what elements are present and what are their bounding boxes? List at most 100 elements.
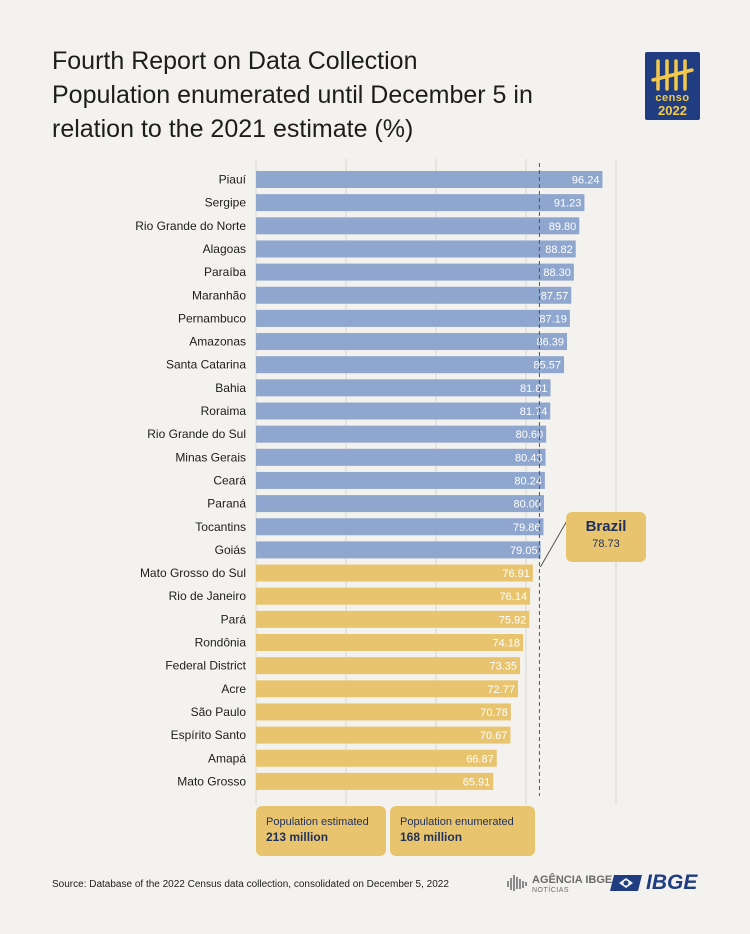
logo-year: 2022 [658,103,687,118]
category-label: Paraíba [204,265,246,279]
logo-word: censo [655,92,690,104]
bar-value-label: 80.00 [513,499,541,511]
bar-value-label: 87.57 [541,290,569,302]
category-label: Rio de Janeiro [169,589,247,603]
category-label: Santa Catarina [166,358,246,372]
bar [256,309,570,327]
chart-subtitle-line1: Population enumerated until December 5 i… [52,81,533,109]
legend-estimated-label: Population estimated [266,816,369,828]
bar-value-label: 70.67 [480,730,508,742]
category-label: Pará [221,612,247,626]
bar [256,286,572,304]
bar [256,263,574,281]
bar [256,749,497,767]
category-label: Federal District [165,659,246,673]
bar-value-label: 88.82 [545,244,573,256]
bar-value-label: 80.60 [516,429,544,441]
legend-enumerated-value: 168 million [400,830,463,844]
bar [256,448,546,466]
bar [256,726,511,744]
legend-estimated-value: 213 million [266,830,329,844]
bar [256,703,511,721]
agencia-title: AGÊNCIA IBGE [532,874,613,886]
bar [256,171,603,188]
agencia-ibge-icon [507,875,527,891]
category-label: Pernambuco [178,311,246,325]
category-label: Bahia [215,381,246,395]
page-title: Fourth Report on Data Collection [52,47,418,75]
category-label: São Paulo [191,705,247,719]
brazil-callout: Brazil 78.73 [566,512,646,562]
bar-value-label: 85.57 [534,360,562,372]
bar-value-label: 80.43 [515,452,543,464]
bar [256,402,551,420]
bar-value-label: 81.74 [520,406,548,418]
bar-value-label: 86.39 [536,337,564,349]
bar-value-label: 75.92 [499,614,527,626]
bar-value-label: 81.81 [520,383,548,395]
brazil-label: Brazil [585,518,627,535]
ibge-flag-icon [610,875,642,891]
ibge-logo: IBGE [610,870,710,896]
bar-value-label: 70.78 [480,707,508,719]
bar [256,587,531,605]
category-label: Mato Grosso [177,774,246,788]
category-label: Amapá [208,751,246,765]
bar-value-label: 88.30 [543,267,571,279]
bar [256,425,547,443]
agencia-ibge-logo: AGÊNCIA IBGE NOTÍCIAS [506,870,612,900]
category-label: Rio Grande do Norte [135,219,246,233]
bar-value-label: 91.23 [554,198,582,210]
bar-value-label: 79.05 [510,545,538,557]
legend-enumerated-label: Population enumerated [400,816,514,828]
agencia-subtitle: NOTÍCIAS [532,887,570,894]
category-label: Goiás [215,543,246,557]
callout-pointer [539,518,569,568]
bar-value-label: 74.18 [493,638,521,650]
category-label: Tocantins [195,520,246,534]
brazil-value: 78.73 [592,538,620,550]
chart-subtitle-line2: relation to the 2021 estimate (%) [52,115,414,143]
category-label: Amazonas [189,335,246,349]
censo-2022-logo-icon: censo 2022 [645,52,700,120]
category-label: Ceará [213,473,246,487]
category-label: Minas Gerais [175,450,246,464]
bar [256,356,565,374]
bar-value-label: 72.77 [487,684,515,696]
category-label: Piauí [219,173,247,187]
category-label: Mato Grosso do Sul [140,566,246,580]
title-block: Fourth Report on Data Collection Populat… [52,44,612,146]
bar [256,217,580,235]
category-label: Sergipe [205,196,247,210]
bar [256,564,533,582]
bar-value-label: 66.87 [466,753,494,765]
bar [256,634,524,651]
bar [256,680,518,698]
category-label: Roraima [201,404,247,418]
bar-value-label: 79.86 [513,522,541,534]
bar-chart: Piauí 96.24 Sergipe 91.23 Rio Grande do Nort… [135,159,617,805]
bar-value-label: 96.24 [572,175,600,187]
bar [256,518,544,536]
source-note: Source: Database of the 2022 Census data… [52,879,449,890]
category-label: Paraná [207,497,246,511]
category-label: Espírito Santo [171,728,247,742]
legend-estimated: Population estimated 213 million [256,806,386,856]
category-label: Acre [221,682,246,696]
bar [256,657,521,675]
bar [256,240,576,258]
bar [256,610,530,628]
legend-enumerated: Population enumerated 168 million [390,806,535,856]
ibge-wordmark: IBGE [646,871,698,894]
tally-marks-icon [651,59,694,91]
bar [256,471,545,489]
bar [256,541,541,559]
bar-value-label: 89.80 [549,221,577,233]
bar-value-label: 87.19 [539,313,567,325]
category-label: Alagoas [203,242,246,256]
bar-value-label: 76.91 [502,568,530,580]
bar-value-label: 80.24 [514,475,542,487]
bar [256,333,568,351]
category-label: Maranhão [192,288,246,302]
bar-value-label: 73.35 [490,661,518,673]
